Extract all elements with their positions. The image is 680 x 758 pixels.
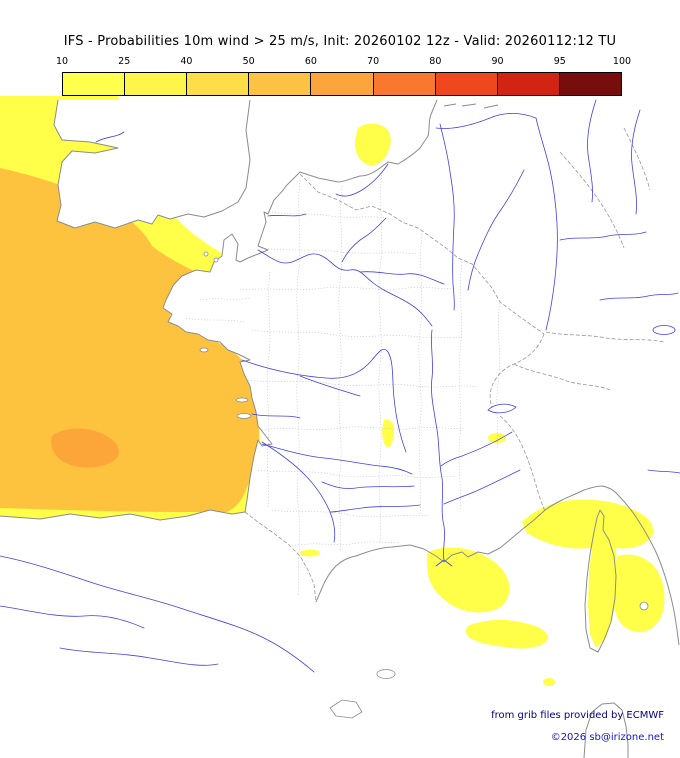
island-elba — [639, 601, 649, 611]
prob-blob-rhone-valley — [382, 419, 394, 448]
legend-tick-label: 95 — [553, 56, 566, 67]
legend-tick-label: 50 — [242, 56, 255, 67]
legend-color-segment — [187, 73, 250, 95]
legend-tick-label: 80 — [429, 56, 442, 67]
legend-color-segment — [63, 73, 126, 95]
legend-color-segment — [125, 73, 188, 95]
prob-blob-south-sea — [465, 619, 548, 649]
coast-channel-atlantic — [0, 99, 438, 521]
probability-legend: 10 25 40 50 60 70 80 90 95 100 — [56, 56, 631, 96]
legend-tick-label: 10 — [55, 56, 69, 67]
island-mallorca — [329, 699, 363, 719]
map-title: IFS - Probabilities 10m wind > 25 m/s, I… — [63, 34, 617, 49]
legend-tick-label: 90 — [491, 56, 504, 67]
prob-blob-gulf-of-lion — [426, 547, 510, 613]
legend-tick-label: 100 — [612, 56, 632, 67]
prob-blob-atlantic-50 — [0, 168, 260, 512]
prob-blob-corsica-east — [588, 518, 618, 648]
legend-color-segment — [311, 73, 374, 95]
legend-bar — [62, 72, 622, 96]
england-land — [54, 100, 250, 228]
coast-england — [53, 99, 251, 229]
legend-tick-label: 25 — [118, 56, 131, 67]
prob-blob-east-france — [488, 433, 506, 443]
copyright-line: ©2026 sb@irizone.net — [550, 732, 664, 743]
island-channel-2 — [213, 257, 219, 263]
prob-blob-northsea — [354, 123, 391, 166]
legend-color-segment — [373, 73, 436, 95]
legend-tick-label: 60 — [304, 56, 317, 67]
prob-blob-ligurian — [522, 499, 654, 549]
legend-ticks: 10 25 40 50 60 70 80 90 95 100 — [56, 56, 631, 70]
prob-blob-small-southeast — [543, 678, 555, 686]
prob-blob-languedoc — [300, 549, 320, 557]
coast-mediterranean-italy — [315, 485, 680, 646]
probability-blobs-mediterranean — [300, 419, 665, 686]
prob-blob-atlantic-60 — [51, 428, 119, 468]
island-belle-ile — [199, 347, 209, 353]
rivers — [0, 99, 680, 673]
legend-tick-label: 40 — [180, 56, 193, 67]
legend-color-segment — [249, 73, 312, 95]
legend-color-segment — [559, 73, 621, 95]
legend-tick-label: 70 — [367, 56, 380, 67]
lake-geneva — [487, 403, 517, 414]
prob-blob-tyrrhenian — [612, 554, 665, 633]
country-borders — [244, 127, 665, 603]
lake-constance — [652, 325, 676, 335]
credit-line: from grib files provided by ECMWF — [491, 710, 664, 721]
coast-sardinia — [583, 702, 629, 758]
coastlines — [0, 99, 680, 758]
island-menorca — [376, 669, 396, 679]
coast-corsica — [584, 509, 617, 653]
legend-color-segment — [497, 73, 560, 95]
island-channel-1 — [203, 251, 209, 257]
frisian-islands — [443, 103, 499, 109]
island-oleron — [236, 413, 252, 419]
legend-color-segment — [435, 73, 498, 95]
island-re — [235, 397, 249, 403]
